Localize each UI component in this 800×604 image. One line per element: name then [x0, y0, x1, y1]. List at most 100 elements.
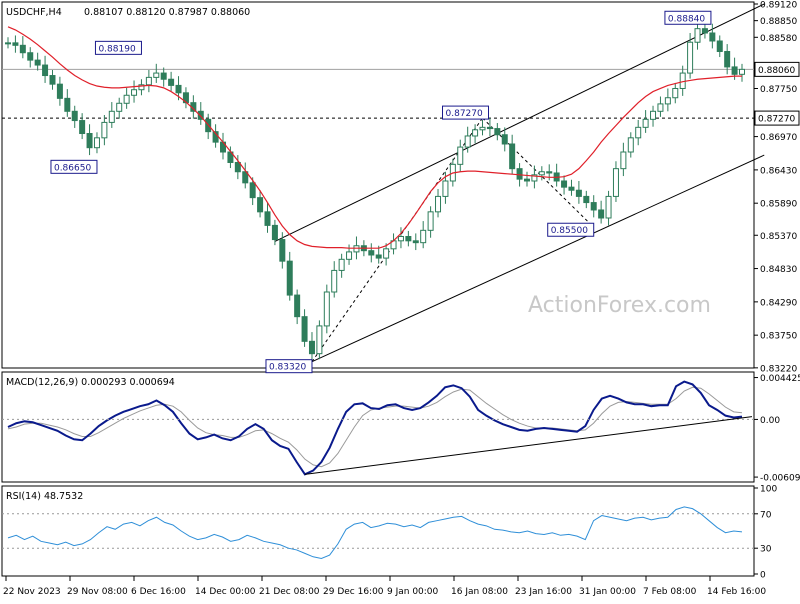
candle-body: [86, 133, 93, 149]
candle-body: [642, 118, 649, 128]
time-tick-label: 21 Dec 08:00: [259, 587, 320, 597]
candle-body: [123, 94, 130, 104]
level-price-label: 0.87270: [758, 115, 795, 125]
candle-body: [412, 240, 419, 244]
candle-body: [627, 137, 634, 153]
price-tick-label: 0.83220: [760, 364, 797, 374]
candle-body: [397, 235, 404, 242]
macd-signal-line: [7, 386, 743, 468]
candle-body: [701, 28, 708, 34]
time-tick-label: 23 Jan 16:00: [515, 587, 572, 597]
candle-body: [464, 135, 471, 148]
candle-body: [323, 291, 330, 327]
candle-body: [108, 110, 115, 123]
candle-body: [197, 110, 204, 120]
candle-body: [257, 197, 264, 213]
candle-body: [435, 195, 442, 213]
annotation-box: [50, 159, 98, 174]
price-tick-label: 0.85890: [760, 200, 797, 210]
candle-body: [575, 189, 582, 197]
candle-body: [271, 224, 278, 241]
candle-body: [716, 40, 723, 52]
candle-body: [709, 32, 716, 42]
rsi-tick-label: 0: [760, 571, 766, 581]
macd-tick-label: -0.006092: [760, 474, 800, 484]
candle-body: [346, 251, 353, 260]
candle-body: [175, 84, 182, 94]
annotation-box: [547, 222, 595, 237]
macd-tick-label: 0.004425: [760, 374, 800, 384]
price-level-lines: [2, 68, 754, 119]
rsi-tick-label: 70: [760, 510, 772, 520]
candle-body: [71, 110, 78, 122]
annotation-label: 0.88190: [98, 44, 135, 54]
candle-body: [501, 134, 508, 145]
annotation-label: 0.83320: [269, 363, 306, 373]
time-tick-label: 14 Dec 00:00: [195, 587, 256, 597]
annotation-label: 0.87270: [446, 109, 483, 119]
price-tick-label: 0.84290: [760, 298, 797, 308]
candle-body: [131, 89, 138, 96]
candle-body: [160, 72, 167, 80]
candle-body: [5, 42, 11, 45]
price-tick-label: 0.88850: [760, 17, 797, 27]
candle-body: [538, 171, 545, 176]
candle-body: [405, 235, 412, 242]
candle-body: [375, 254, 382, 259]
rsi-title: RSI(14) 48.7532: [6, 491, 83, 502]
chart-ohlc: 0.88107 0.88120 0.87987 0.88060: [84, 7, 250, 18]
candle-body: [590, 202, 597, 211]
lower-channel-line: [311, 154, 765, 363]
price-tick-label: 0.84830: [760, 265, 797, 275]
watermark: ActionForex.com: [528, 293, 711, 318]
candle-body: [486, 126, 493, 130]
candle-body: [679, 72, 686, 89]
time-tick-label: 6 Dec 16:00: [131, 587, 186, 597]
candle-body: [101, 121, 108, 139]
annotation-label: 0.86650: [54, 163, 91, 173]
candle-body: [64, 97, 71, 112]
time-tick-label: 29 Nov 08:00: [67, 587, 128, 597]
rsi-tick-label: 30: [760, 545, 772, 555]
candle-body: [568, 186, 575, 191]
candle-body: [264, 211, 271, 226]
candle-body: [687, 41, 694, 74]
candle-body: [583, 195, 590, 204]
candle-body: [279, 239, 286, 262]
candle-body: [368, 250, 375, 256]
candle-body: [620, 151, 627, 170]
candle-body: [523, 178, 530, 182]
macd-panel-frame: [1, 371, 755, 483]
annotation-box: [442, 105, 490, 120]
candle-body: [546, 171, 553, 174]
swing-dashed-line-1: [311, 117, 483, 362]
upper-channel-line: [274, 3, 765, 242]
candle-body: [472, 129, 479, 137]
rsi-axis: 100 70 30 0: [754, 485, 777, 581]
candle-body: [316, 325, 323, 355]
price-tick-label: 0.86970: [760, 133, 797, 143]
candle-body: [531, 174, 538, 182]
annotation-box: [664, 10, 712, 25]
candle-body: [605, 195, 612, 219]
price-tick-label: 0.87750: [760, 85, 797, 95]
last-price-label: 0.88060: [758, 66, 795, 76]
candle-body: [731, 66, 738, 75]
annotation-label: 0.85500: [551, 226, 588, 236]
candle-body: [168, 78, 175, 86]
price-trendlines: [274, 3, 765, 363]
price-annotations: 0.88190 0.86650 0.87270 0.85500 0.88840 0.833…: [50, 10, 712, 374]
candle-body: [509, 143, 516, 170]
candle-body: [427, 211, 434, 231]
candle-body: [561, 180, 568, 188]
candle-body: [93, 137, 100, 149]
macd-axis: 0.004425 0.00 -0.006092: [754, 374, 800, 484]
price-tick-label: 0.85370: [760, 232, 797, 242]
candle-body: [19, 44, 26, 54]
candle-body: [308, 340, 315, 355]
candle-body: [338, 258, 345, 271]
candle-body: [672, 87, 679, 99]
last-price-box: [754, 61, 800, 77]
price-candles: [5, 21, 745, 362]
